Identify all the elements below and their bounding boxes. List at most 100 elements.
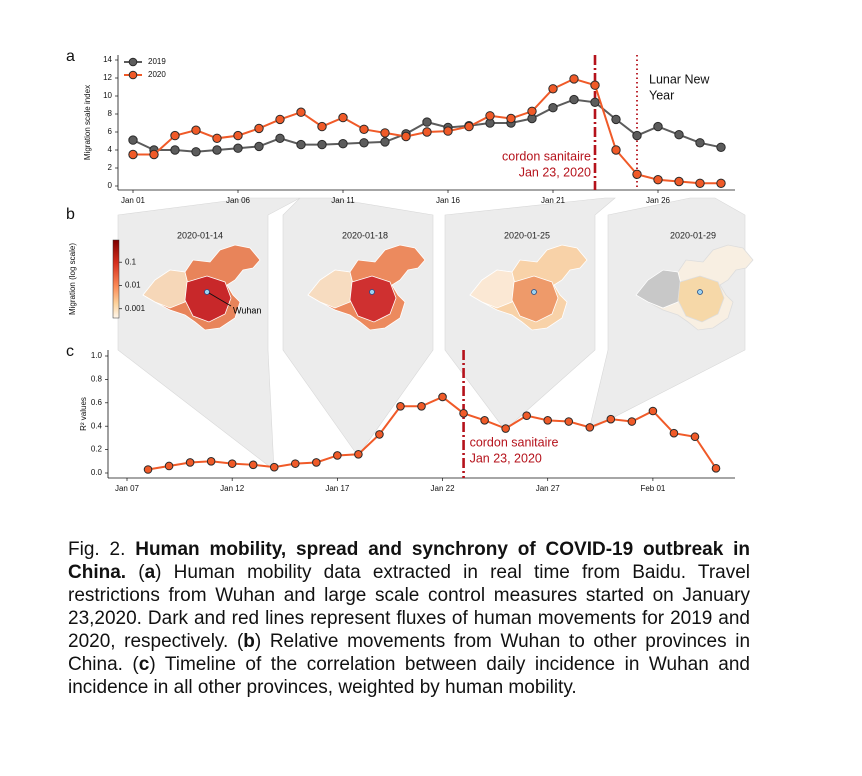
data-point [690, 432, 700, 442]
data-point [296, 107, 306, 117]
colorbar [112, 239, 120, 319]
y-tick-label: 0.2 [91, 445, 103, 454]
data-point [396, 402, 405, 411]
data-point [611, 114, 621, 125]
data-point [275, 133, 285, 144]
data-point [417, 402, 426, 411]
data-point [248, 460, 258, 470]
data-point [191, 147, 201, 157]
annotation: Lunar New [649, 72, 710, 86]
data-point [212, 133, 222, 144]
data-point [506, 113, 516, 124]
data-point [585, 423, 595, 432]
map-date: 2020-01-25 [504, 230, 550, 240]
annotation: Jan 23, 2020 [519, 165, 591, 179]
data-point [269, 462, 279, 472]
caption-text: ) Human mobility data extracted in real … [68, 562, 750, 652]
data-point [401, 131, 411, 142]
y-tick-label: 0.4 [91, 421, 103, 430]
y-axis-label: Migration scale index [83, 85, 92, 160]
data-point [501, 424, 510, 433]
data-point [380, 128, 390, 138]
x-tick-label: Jan 22 [431, 484, 456, 493]
data-point [695, 138, 705, 148]
data-point [695, 178, 705, 189]
data-point [212, 145, 222, 155]
y-tick-label: 6 [108, 127, 113, 136]
y-tick-label: 0.6 [91, 398, 103, 407]
data-point [233, 130, 243, 141]
x-tick-label: Jan 12 [220, 484, 245, 493]
legend-label: 2020 [148, 70, 166, 79]
data-point [338, 112, 348, 123]
data-point [548, 84, 558, 94]
map [635, 244, 754, 331]
panel-label: b [66, 206, 75, 223]
data-point [317, 121, 327, 132]
data-point [653, 121, 663, 132]
data-point [312, 458, 321, 467]
data-point [143, 465, 153, 474]
caption: Fig. 2. Human mobility, spread and synch… [68, 538, 750, 699]
y-tick-label: 0.0 [91, 468, 103, 477]
data-point [185, 458, 195, 467]
data-point [359, 124, 369, 135]
colorbar-label: Migration (log scale) [68, 243, 77, 315]
data-point [164, 461, 174, 471]
map [469, 244, 588, 331]
data-point [170, 145, 180, 155]
y-tick-label: 12 [103, 73, 112, 82]
y-tick-label: 10 [103, 91, 112, 100]
caption-text: Fig. 2. [68, 539, 136, 560]
data-point [380, 137, 390, 147]
caption-text: a [144, 562, 156, 583]
data-point [569, 74, 579, 84]
data-point [653, 175, 663, 185]
data-point [128, 149, 138, 160]
data-point [606, 414, 616, 424]
series-line [147, 395, 717, 471]
x-tick-label: Jan 01 [121, 196, 146, 205]
data-point [254, 141, 264, 152]
figure: Wuhan Migration (log scale) a b c 0 2 4 6 8 1… [66, 48, 754, 493]
data-point [275, 114, 285, 125]
caption-text: ) Relative movements from Wuhan to other… [68, 631, 751, 675]
data-point [674, 130, 684, 140]
data-point [711, 464, 721, 473]
annotation: Year [649, 88, 674, 102]
data-point [716, 142, 726, 153]
y-tick-label: 14 [103, 55, 112, 64]
legend-label: 2019 [148, 57, 166, 66]
x-tick-label: Jan 27 [536, 484, 561, 493]
caption-text: c [138, 654, 150, 675]
legend-marker [128, 70, 138, 80]
data-point [333, 451, 342, 460]
annotation: Jan 23, 2020 [470, 451, 542, 465]
data-point [422, 117, 432, 127]
x-tick-label: Jan 06 [226, 196, 251, 205]
map [307, 244, 426, 331]
data-point [632, 130, 642, 141]
data-point [296, 139, 306, 150]
data-point [128, 135, 138, 145]
data-point [233, 143, 243, 153]
y-tick-label: 0.8 [91, 375, 103, 384]
data-point [170, 130, 180, 141]
caption-text: b [243, 631, 255, 652]
data-point [290, 459, 300, 468]
data-point [338, 139, 348, 149]
data-point [191, 125, 201, 135]
data-point [480, 416, 489, 425]
x-tick-label: Feb 01 [640, 484, 665, 493]
annotation: cordon sanitaire [502, 149, 591, 163]
data-point [254, 123, 264, 134]
x-tick-label: Jan 07 [115, 484, 140, 493]
y-tick-label: 4 [108, 145, 113, 154]
colorbar-tick-label: 0.1 [125, 257, 137, 266]
data-point [464, 121, 474, 132]
data-point [485, 111, 495, 121]
y-axis-label: R² values [79, 397, 88, 431]
data-point [354, 449, 363, 459]
data-point [359, 138, 369, 148]
x-tick-label: Jan 11 [331, 196, 355, 205]
